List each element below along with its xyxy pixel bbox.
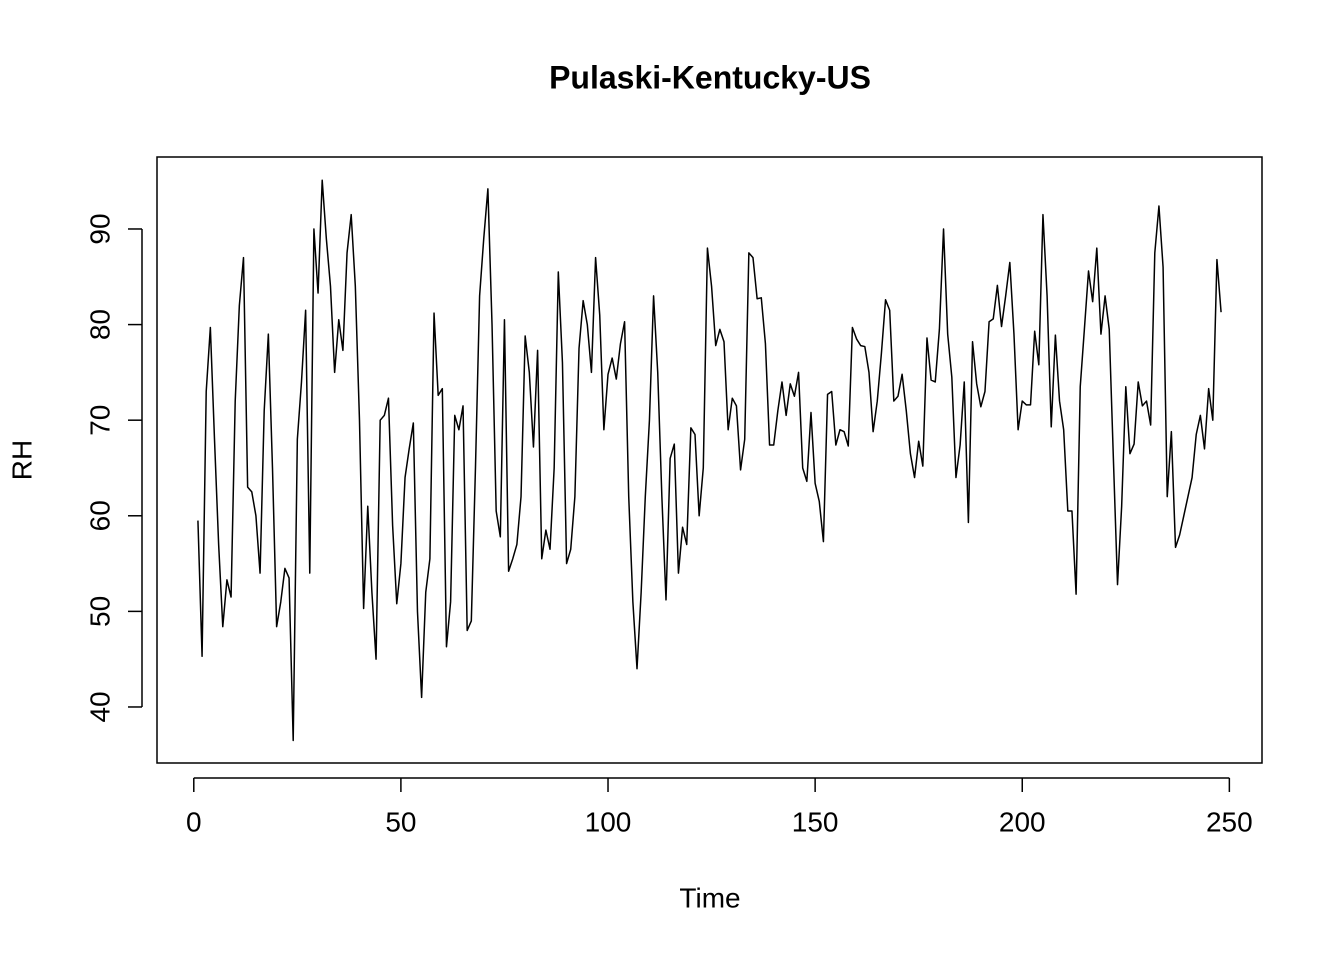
y-tick-label: 90 [84,213,115,244]
plot-box [156,156,1263,764]
y-tick-label: 50 [84,596,115,627]
x-tick-label: 50 [385,806,416,837]
series-line [197,179,1222,742]
x-axis-label: Time [679,882,740,913]
y-tick-label: 60 [84,500,115,531]
y-tick-label: 80 [84,309,115,340]
x-tick-label: 0 [186,806,202,837]
y-axis-label: RH [6,440,37,480]
x-tick-label: 100 [585,806,632,837]
y-tick-label: 40 [84,691,115,722]
x-tick-label: 150 [792,806,839,837]
x-tick-label: 200 [999,806,1046,837]
y-tick-label: 70 [84,405,115,436]
x-tick-label: 250 [1206,806,1253,837]
chart-title: Pulaski-Kentucky-US [549,59,871,95]
